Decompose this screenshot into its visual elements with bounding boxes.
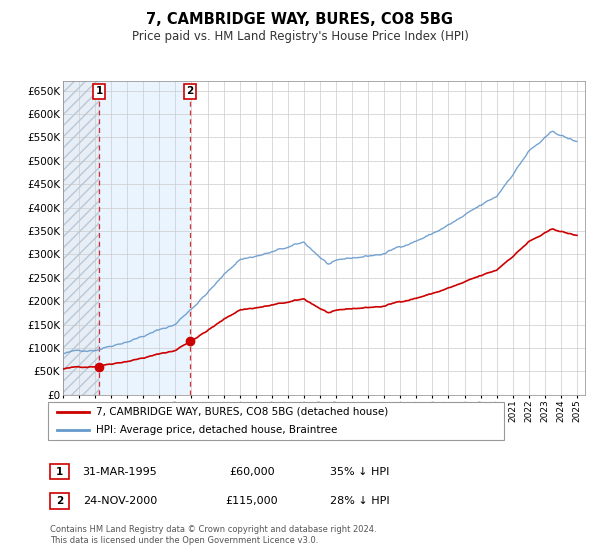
- Bar: [63, 81, 99, 395]
- Text: Price paid vs. HM Land Registry's House Price Index (HPI): Price paid vs. HM Land Registry's House …: [131, 30, 469, 43]
- Text: £60,000: £60,000: [229, 466, 275, 477]
- Text: 2: 2: [186, 86, 194, 96]
- Text: HPI: Average price, detached house, Braintree: HPI: Average price, detached house, Brai…: [96, 425, 337, 435]
- Bar: [99, 81, 190, 395]
- Text: Contains HM Land Registry data © Crown copyright and database right 2024.: Contains HM Land Registry data © Crown c…: [50, 525, 376, 534]
- Text: This data is licensed under the Open Government Licence v3.0.: This data is licensed under the Open Gov…: [50, 536, 318, 545]
- Text: 7, CAMBRIDGE WAY, BURES, CO8 5BG: 7, CAMBRIDGE WAY, BURES, CO8 5BG: [146, 12, 454, 27]
- Text: 31-MAR-1995: 31-MAR-1995: [83, 466, 157, 477]
- Bar: [63, 81, 99, 395]
- Text: 1: 1: [95, 86, 103, 96]
- Text: £115,000: £115,000: [226, 496, 278, 506]
- Text: 28% ↓ HPI: 28% ↓ HPI: [330, 496, 390, 506]
- Text: 35% ↓ HPI: 35% ↓ HPI: [331, 466, 389, 477]
- Text: 1: 1: [56, 466, 63, 477]
- Text: 7, CAMBRIDGE WAY, BURES, CO8 5BG (detached house): 7, CAMBRIDGE WAY, BURES, CO8 5BG (detach…: [96, 407, 388, 417]
- Text: 24-NOV-2000: 24-NOV-2000: [83, 496, 157, 506]
- Text: 2: 2: [56, 496, 63, 506]
